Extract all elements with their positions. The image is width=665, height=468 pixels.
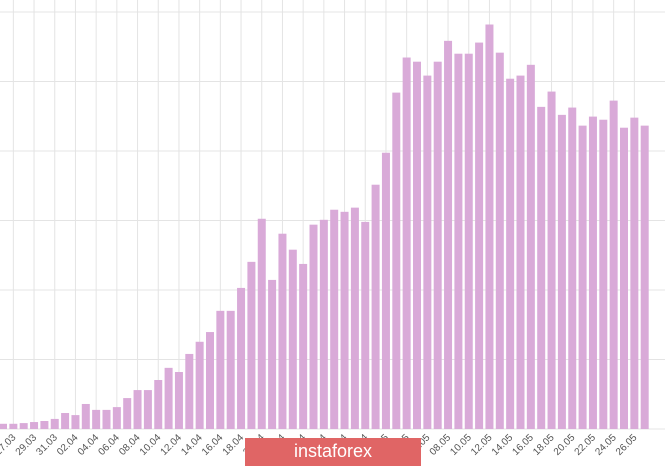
x-tick-label: 12.04	[159, 432, 185, 458]
bar	[464, 53, 473, 429]
bar	[19, 423, 28, 429]
x-tick-label: 16.04	[200, 432, 226, 458]
bar	[361, 221, 370, 429]
bar	[0, 423, 7, 429]
bar	[350, 207, 359, 429]
watermark-box	[245, 438, 421, 466]
bars	[0, 24, 649, 430]
x-tick-label: 08.05	[428, 432, 454, 458]
x-tick-label: 18.04	[221, 432, 247, 458]
bar	[495, 52, 504, 429]
x-tick-label: 02.04	[55, 432, 81, 458]
bar	[433, 61, 442, 429]
x-tick-label: 04.04	[76, 432, 102, 458]
bar	[402, 57, 411, 430]
bar	[81, 403, 90, 429]
bar	[299, 263, 308, 429]
bar	[423, 75, 432, 429]
bar	[92, 409, 101, 429]
bar	[330, 209, 339, 429]
x-tick-label: 12.05	[469, 432, 495, 458]
bar	[516, 75, 525, 429]
bar	[50, 418, 59, 429]
bar	[630, 117, 639, 429]
bar	[257, 218, 266, 429]
bar	[557, 114, 566, 430]
bar	[216, 310, 225, 429]
bar	[247, 261, 256, 429]
x-tick-label: 26.05	[614, 432, 640, 458]
x-tick-label: 16.05	[510, 432, 536, 458]
bar	[547, 91, 556, 429]
bar	[392, 92, 401, 430]
bar	[506, 78, 515, 429]
bar	[485, 24, 494, 429]
bar	[640, 125, 649, 429]
bar	[133, 390, 142, 429]
x-tick-label: 24.05	[593, 432, 619, 458]
bar	[588, 116, 597, 429]
bar	[237, 287, 246, 429]
bar	[40, 421, 49, 429]
x-tick-label: 31.03	[34, 432, 60, 458]
bar	[309, 224, 318, 429]
bar	[278, 233, 287, 429]
x-tick-label: 14.04	[179, 432, 205, 458]
bar	[206, 332, 214, 429]
x-tick-label: 08.04	[117, 432, 143, 458]
bar	[537, 106, 546, 430]
x-tick-label: 18.05	[531, 432, 557, 458]
x-tick-label: 29.03	[14, 432, 40, 458]
bar	[9, 423, 18, 429]
bar	[268, 279, 277, 429]
bar	[123, 398, 132, 429]
bar	[568, 107, 577, 429]
bar	[154, 380, 163, 429]
bar	[475, 42, 484, 430]
x-tick-label: 27.03	[0, 432, 19, 458]
bar	[164, 367, 173, 429]
bar	[71, 415, 80, 429]
bar	[174, 372, 183, 429]
bar	[526, 64, 535, 429]
bar	[444, 40, 453, 429]
bar	[195, 341, 204, 429]
bar	[413, 61, 421, 429]
bar	[578, 125, 587, 429]
bar	[61, 413, 70, 429]
x-tick-label: 10.05	[448, 432, 474, 458]
bar	[226, 310, 235, 429]
watermark: instaforex	[294, 441, 372, 461]
x-tick-label: 10.04	[138, 432, 164, 458]
bar	[454, 53, 463, 429]
bar	[288, 249, 297, 429]
bar	[102, 409, 111, 429]
bar	[143, 390, 152, 429]
x-tick-label: 06.04	[96, 432, 122, 458]
x-tick-label: 14.05	[490, 432, 516, 458]
bar	[30, 422, 39, 429]
bar	[340, 211, 349, 429]
x-tick-label: 22.05	[573, 432, 599, 458]
bar	[620, 127, 628, 429]
x-tick-label: 20.05	[552, 432, 578, 458]
bar	[599, 119, 608, 429]
bar	[185, 353, 194, 429]
bar	[112, 407, 121, 429]
bar	[319, 219, 328, 429]
bar	[381, 152, 390, 430]
bar	[371, 184, 380, 429]
bar	[609, 100, 618, 430]
